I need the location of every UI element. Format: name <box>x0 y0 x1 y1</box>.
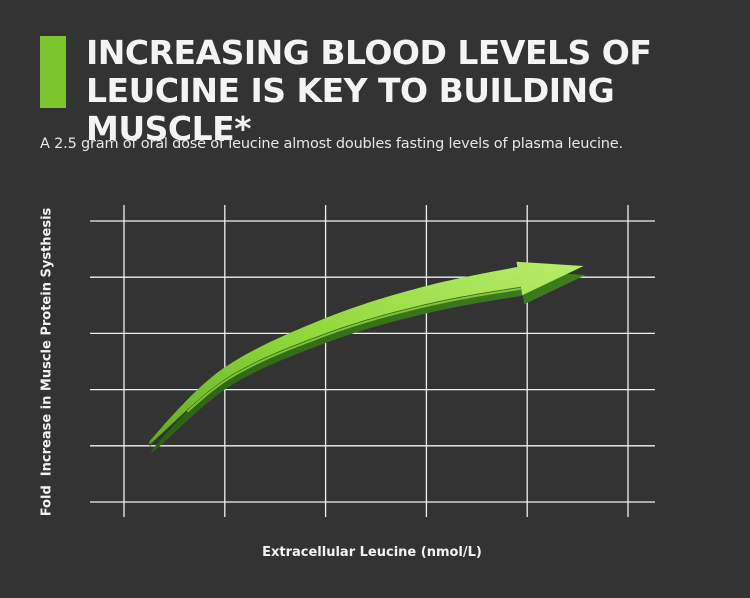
x-axis-label: Extracellular Leucine (nmol/L) <box>262 545 482 560</box>
chart-series <box>148 261 586 453</box>
title-line-1: INCREASING BLOOD LEVELS OF <box>86 33 652 72</box>
arrow-highlight <box>186 287 521 413</box>
title-line-2: LEUCINE IS KEY TO BUILDING MUSCLE* <box>86 71 615 148</box>
page-subtitle: A 2.5 gram of oral dose of leucine almos… <box>40 136 623 152</box>
arrow-shadow <box>150 270 586 453</box>
page-title: INCREASING BLOOD LEVELS OF LEUCINE IS KE… <box>86 34 726 148</box>
data-arrow <box>148 261 584 444</box>
y-axis-label: Fold Increase in Muscle Protein Systhesi… <box>39 207 55 517</box>
title-accent-bar <box>40 36 66 108</box>
chart-grid <box>90 205 655 517</box>
